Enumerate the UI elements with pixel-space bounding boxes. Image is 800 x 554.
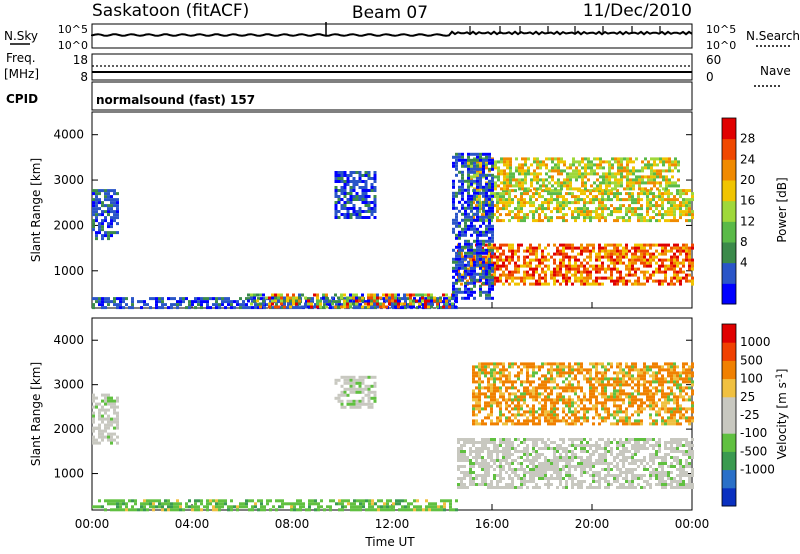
cpid-label: CPID <box>6 92 38 106</box>
power-ytick-label-2: 2000 <box>53 218 84 232</box>
velocity-colorbar-tick-5: -100 <box>740 426 767 440</box>
velocity-ytick-label-1: 3000 <box>53 378 84 392</box>
nsearch-label: N.Search <box>746 29 800 43</box>
xtick-label-3: 12:00 <box>375 517 410 531</box>
power-colorbar-frame <box>721 117 737 305</box>
xtick-label-1: 04:00 <box>175 517 210 531</box>
nave-ytick-bottom: 0 <box>706 70 714 84</box>
power-heatmap <box>92 152 694 310</box>
velocity-colorbar-cell-5 <box>722 396 736 416</box>
power-ylabel: Slant Range [km] <box>29 158 43 262</box>
freq-unit: [MHz] <box>4 67 39 81</box>
velocity-colorbar-frame <box>721 323 737 507</box>
power-colorbar-tick-2: 20 <box>740 173 755 187</box>
xtick-label-5: 20:00 <box>575 517 610 531</box>
velocity-ylabel: Slant Range [km] <box>29 362 43 466</box>
power-colorbar-tick-5: 8 <box>740 235 748 249</box>
power-colorbar-cell-0 <box>722 283 736 305</box>
xtick-label-4: 16:00 <box>475 517 510 531</box>
nsky-label: N.Sky <box>4 29 38 43</box>
power-colorbar-cell-5 <box>722 180 736 202</box>
power-colorbar-tick-4: 12 <box>740 214 755 228</box>
power-colorbar-cell-8 <box>722 118 736 140</box>
velocity-colorbar-tick-6: -500 <box>740 444 767 458</box>
nave-label: Nave <box>760 64 791 78</box>
cpid-panel-frame <box>91 81 693 111</box>
cpid-mode: normalsound (fast) 157 <box>96 93 255 107</box>
velocity-colorbar-cell-9 <box>722 324 736 343</box>
power-ytick-label-0: 4000 <box>53 128 84 142</box>
nsearch-ytick-bottom: 10^0 <box>706 39 736 52</box>
freq-panel-frame <box>91 53 693 81</box>
velocity-colorbar-tick-7: -1000 <box>740 463 775 477</box>
velocity-ytick-label-2: 2000 <box>53 422 84 436</box>
velocity-region-4 <box>472 362 694 426</box>
velocity-colorbar-cell-3 <box>722 433 736 452</box>
power-region-1 <box>92 189 119 241</box>
velocity-region-2 <box>334 375 377 409</box>
velocity-colorbar-tick-4: -25 <box>740 408 760 422</box>
power-region-2 <box>334 171 377 219</box>
velocity-ytick-label-3: 1000 <box>53 467 84 481</box>
power-ytick-label-3: 1000 <box>53 264 84 278</box>
velocity-colorbar-cell-6 <box>722 378 736 398</box>
power-colorbar-cell-7 <box>722 138 736 160</box>
freq-ytick-bottom: 8 <box>80 70 88 84</box>
power-colorbar-tick-3: 16 <box>740 194 755 208</box>
velocity-colorbar-tick-0: 1000 <box>740 335 771 349</box>
power-ytick-label-1: 3000 <box>53 173 84 187</box>
power-region-5 <box>472 189 694 223</box>
velocity-region-1 <box>92 393 119 445</box>
power-region-3 <box>247 293 457 309</box>
velocity-heatmap <box>92 362 694 512</box>
velocity-colorbar-tick-1: 500 <box>740 353 763 367</box>
power-colorbar-cell-3 <box>722 221 736 243</box>
power-colorbar-label: Power [dB] <box>775 177 789 242</box>
power-colorbar-cell-6 <box>722 159 736 181</box>
freq-label: Freq. <box>6 51 36 65</box>
velocity-colorbar-cell-7 <box>722 360 736 380</box>
power-colorbar-tick-6: 4 <box>740 256 748 270</box>
power-region-7 <box>452 152 494 300</box>
date-title: 11/Dec/2010 <box>583 1 692 21</box>
velocity-colorbar-tick-2: 100 <box>740 372 763 386</box>
nsky-ytick-bottom: 10^0 <box>58 39 88 52</box>
velocity-colorbar-cell-2 <box>722 451 736 471</box>
velocity-colorbar-cell-8 <box>722 342 736 361</box>
station-title: Saskatoon (fitACF) <box>92 1 249 21</box>
velocity-region-0 <box>92 499 458 512</box>
beam-title: Beam 07 <box>352 3 428 23</box>
velocity-colorbar-tick-3: 25 <box>740 390 755 404</box>
xlabel: Time UT <box>364 535 415 549</box>
xtick-label-2: 08:00 <box>275 517 310 531</box>
power-colorbar-cell-2 <box>722 242 736 264</box>
nsearch-ytick-top: 10^5 <box>706 23 736 36</box>
velocity-colorbar-cell-4 <box>722 415 736 434</box>
xtick-label-6: 00:00 <box>675 517 710 531</box>
power-colorbar-tick-0: 28 <box>740 132 755 146</box>
nsky-trace <box>91 30 693 37</box>
velocity-plot-bg <box>92 318 692 510</box>
power-colorbar-tick-1: 24 <box>740 152 755 166</box>
velocity-region-3 <box>457 438 694 489</box>
velocity-colorbar-label: Velocity [m s-1] <box>775 369 789 460</box>
xtick-label-0: 00:00 <box>75 517 110 531</box>
power-colorbar-cell-4 <box>722 200 736 222</box>
freq-ytick-top: 18 <box>73 53 88 67</box>
nsky-ytick-top: 10^5 <box>58 23 88 36</box>
velocity-ytick-label-0: 4000 <box>53 333 84 347</box>
nave-ytick-top: 60 <box>706 53 721 67</box>
velocity-colorbar-cell-0 <box>722 487 736 507</box>
power-colorbar-cell-1 <box>722 262 736 284</box>
velocity-colorbar-cell-1 <box>722 469 736 489</box>
